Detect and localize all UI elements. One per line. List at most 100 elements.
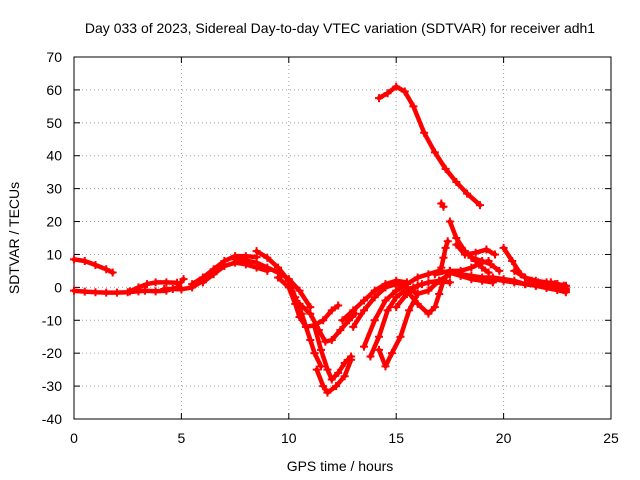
data-point-marker [383, 89, 392, 98]
data-point-marker [310, 349, 319, 358]
data-point-marker [482, 245, 491, 254]
data-point-marker [125, 287, 134, 296]
data-point-marker [306, 309, 315, 318]
data-point-marker [542, 280, 551, 289]
data-point-marker [263, 253, 272, 262]
data-point-marker [102, 288, 111, 297]
data-point-marker [491, 250, 500, 259]
data-point-marker [445, 217, 454, 226]
data-point-marker [424, 309, 433, 318]
data-point-marker [151, 287, 160, 296]
data-point-marker [334, 301, 343, 310]
data-point-marker [392, 303, 401, 312]
data-point-marker [441, 164, 450, 173]
data-point-marker [478, 273, 487, 282]
data-point-marker [475, 201, 484, 210]
data-point-marker [375, 345, 384, 354]
data-point-marker [463, 189, 472, 198]
series-pass-32 [376, 84, 483, 208]
data-point-marker [370, 293, 379, 302]
data-point-marker [467, 253, 476, 262]
data-point-marker [409, 102, 418, 111]
data-point-marker [108, 268, 117, 277]
data-point-marker [198, 278, 207, 287]
series-pass-13 [314, 357, 354, 395]
data-point-marker [336, 326, 345, 335]
data-point-marker [383, 306, 392, 315]
data-point-marker [452, 240, 461, 249]
data-point-marker [327, 306, 336, 315]
data-point-marker [151, 278, 160, 287]
data-point-marker [306, 336, 315, 345]
x-tick-label: 0 [70, 430, 78, 446]
data-point-marker [484, 268, 493, 277]
data-point-marker [319, 382, 328, 391]
data-point-marker [327, 336, 336, 345]
data-point-marker [392, 82, 401, 91]
data-point-marker [387, 349, 396, 358]
data-point-marker [102, 265, 111, 274]
y-tick-label: -20 [42, 345, 62, 361]
data-point-marker [332, 382, 341, 391]
data-point-marker [220, 261, 229, 270]
data-point-marker [495, 266, 504, 275]
data-point-marker [310, 322, 319, 331]
data-series-group [70, 82, 570, 397]
data-point-marker [366, 352, 375, 361]
data-point-marker [338, 316, 347, 325]
data-point-marker [499, 243, 508, 252]
data-point-marker [546, 278, 555, 287]
data-point-marker [452, 178, 461, 187]
data-point-marker [392, 293, 401, 302]
data-point-marker [370, 316, 379, 325]
x-tick-label: 25 [603, 430, 619, 446]
data-point-marker [420, 128, 429, 137]
x-tick-label: 5 [178, 430, 186, 446]
grid-lines [74, 57, 611, 419]
data-point-marker [424, 286, 433, 295]
data-point-marker [252, 247, 261, 256]
data-point-marker [80, 257, 89, 266]
y-tick-label: 40 [46, 148, 62, 164]
y-tick-label: 20 [46, 214, 62, 230]
data-point-marker [443, 237, 452, 246]
data-point-marker [340, 372, 349, 381]
data-point-marker [140, 286, 149, 295]
data-point-marker [359, 296, 368, 305]
data-point-marker [321, 337, 330, 346]
data-point-marker [405, 306, 414, 315]
y-tick-label: 70 [46, 49, 62, 65]
data-point-marker [439, 202, 448, 211]
data-point-marker [319, 316, 328, 325]
data-point-marker [323, 388, 332, 397]
axis-ticks [73, 56, 612, 420]
data-point-marker [413, 299, 422, 308]
y-tick-label: -40 [42, 411, 62, 427]
data-point-marker [527, 276, 536, 285]
data-point-marker [347, 355, 356, 364]
data-point-marker [413, 281, 422, 290]
data-point-marker [439, 253, 448, 262]
data-point-marker [402, 286, 411, 295]
data-point-marker [209, 270, 218, 279]
chart-title: Day 033 of 2023, Sidereal Day-to-day VTE… [85, 20, 595, 36]
data-point-marker [340, 359, 349, 368]
data-point-marker [91, 260, 100, 269]
data-point-marker [134, 283, 143, 292]
data-point-marker [508, 257, 517, 266]
data-point-marker [334, 368, 343, 377]
data-point-marker [488, 275, 497, 284]
data-point-marker [478, 257, 487, 266]
y-tick-label: 50 [46, 115, 62, 131]
data-point-marker [430, 303, 439, 312]
data-point-marker [441, 243, 450, 252]
data-point-marker [430, 148, 439, 157]
y-tick-label: -30 [42, 378, 62, 394]
data-point-marker [295, 299, 304, 308]
data-point-marker [359, 342, 368, 351]
data-point-marker [460, 250, 469, 259]
series-pass-21 [439, 239, 451, 270]
data-point-marker [295, 286, 304, 295]
data-point-marker [252, 258, 261, 267]
